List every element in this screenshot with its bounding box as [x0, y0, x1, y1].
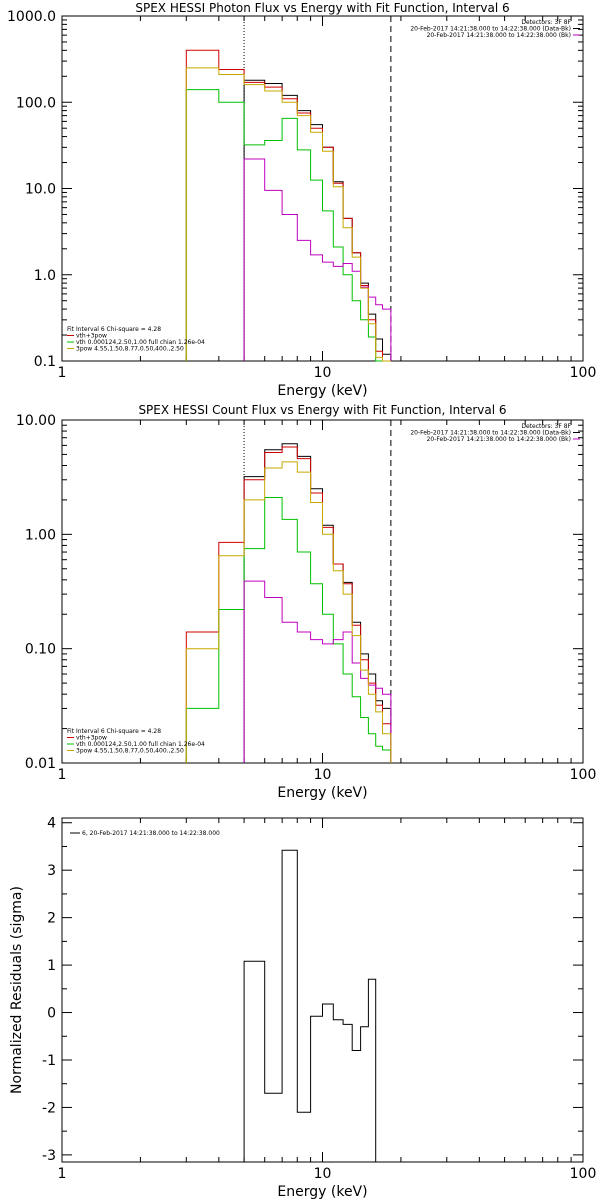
series-3-step-line — [243, 158, 392, 361]
legend-entry-text: 20-Feb-2017 14:21:38.000 to 14:22:38.000… — [427, 436, 571, 443]
y-tick-label: 10.00 — [16, 413, 56, 429]
x-axis-label: Energy (keV) — [277, 785, 367, 801]
chart-title: SPEX HESSI Photon Flux vs Energy with Fi… — [135, 1, 509, 15]
series-2-step-line — [185, 89, 391, 362]
x-axis-label: Energy (keV) — [277, 1184, 367, 1200]
series-4-step-line — [185, 67, 391, 362]
x-tick-label: 1 — [58, 767, 67, 783]
y-tick-label: 3 — [47, 863, 56, 879]
x-tick-label: 10 — [314, 1166, 332, 1182]
legend-entry-text: 3pow 4.55,1.50,8.77,0.50,400.,2.50 — [76, 748, 184, 755]
series-4-step-line — [185, 461, 392, 763]
legend-entry-text: 20-Feb-2017 14:21:38.000 to 14:22:38.000… — [410, 430, 571, 437]
x-tick-label: 1 — [58, 1166, 67, 1182]
y-tick-label: -3 — [42, 1148, 56, 1164]
chart-panel-2: SPEX HESSI Count Flux vs Energy with Fit… — [16, 403, 596, 801]
x-tick-label: 100 — [570, 365, 597, 381]
y-axis-label: Normalized Residuals (sigma) — [9, 886, 25, 1094]
y-tick-label: 1.00 — [25, 527, 56, 543]
y-tick-label: 4 — [47, 816, 56, 832]
y-tick-label: 1 — [47, 958, 56, 974]
legend-entry-text: vth 0.000124,2.50,1.00 full chian 1.26e-… — [76, 339, 205, 346]
y-tick-label: 0.01 — [25, 756, 56, 772]
legend-entry-text: 3pow 4.55,1.50,8.77,0.50,400.,2.50 — [76, 346, 184, 353]
y-tick-label: 1000.0 — [7, 9, 56, 25]
x-axis-label: Energy (keV) — [277, 383, 367, 399]
legend-entry-text: 20-Feb-2017 14:21:38.000 to 14:22:38.000… — [410, 26, 571, 33]
series-0-step-line — [243, 443, 392, 763]
legend-entry-text: 6, 20-Feb-2017 14:21:38.000 to 14:22:38.… — [82, 830, 220, 837]
legend-entry-text: Detectors: 3F 8F — [521, 423, 571, 430]
y-tick-label: -2 — [42, 1100, 56, 1116]
legend-entry-text: vth 0.000124,2.50,1.00 full chian 1.26e-… — [76, 741, 205, 748]
legend-entry-text: vth+3pow — [76, 735, 107, 742]
y-tick-label: 0 — [47, 1006, 56, 1022]
y-tick-label: 0.10 — [25, 642, 56, 658]
legend-entry-text: Fit Interval 6 Chi-square = 4.28 — [67, 326, 161, 333]
x-tick-label: 10 — [314, 365, 332, 381]
x-tick-label: 10 — [314, 767, 332, 783]
legend-entry-text: Detectors: 3F 8F — [521, 19, 571, 26]
chart-title: SPEX HESSI Count Flux vs Energy with Fit… — [138, 403, 506, 417]
y-tick-label: 100.0 — [16, 95, 56, 111]
y-tick-label: 10.0 — [25, 182, 56, 198]
x-tick-label: 1 — [58, 365, 67, 381]
y-tick-label: 2 — [47, 911, 56, 927]
y-tick-label: 1.0 — [34, 268, 56, 284]
legend-entry-text: Fit Interval 6 Chi-square = 4.28 — [67, 728, 161, 735]
x-tick-label: 100 — [570, 1166, 597, 1182]
series-2-step-line — [185, 497, 392, 763]
series-1-step-line — [185, 446, 392, 763]
chart-panel-1: SPEX HESSI Photon Flux vs Energy with Fi… — [7, 1, 596, 399]
series-3-step-line — [243, 580, 392, 763]
y-tick-label: 0.1 — [34, 354, 56, 370]
plot-frame — [61, 817, 584, 1163]
series-0-step-line — [243, 849, 391, 1163]
y-tick-label: -1 — [42, 1053, 56, 1069]
x-tick-label: 100 — [570, 767, 597, 783]
legend-entry-text: 20-Feb-2017 14:21:38.000 to 14:22:38.000… — [427, 32, 571, 39]
legend-entry-text: vth+3pow — [76, 333, 107, 340]
